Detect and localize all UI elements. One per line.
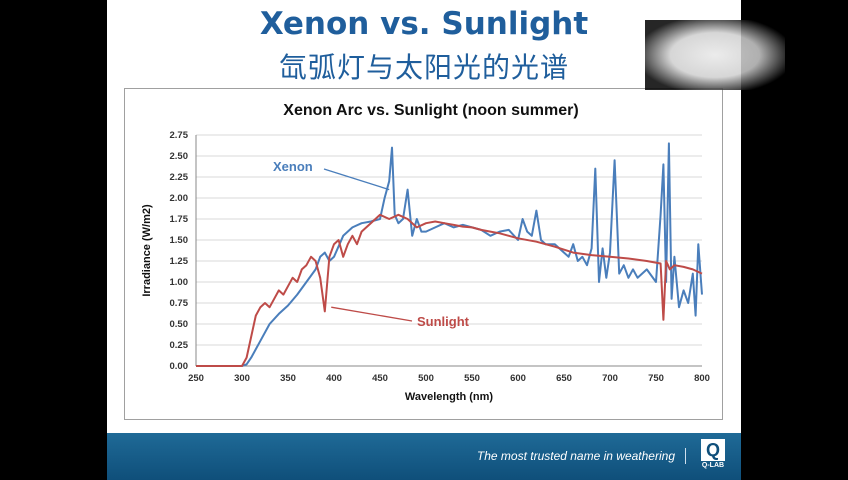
x-tick-label: 450 [372, 373, 388, 384]
y-tick-label: 0.50 [170, 319, 189, 330]
annotation-sunlight-leader [331, 306, 413, 322]
y-tick-label: 2.75 [170, 130, 189, 141]
y-tick-label: 1.25 [170, 256, 189, 267]
x-tick-label: 350 [280, 373, 296, 384]
qlab-logo: Q Q-LAB [699, 439, 727, 473]
x-tick-label: 750 [648, 373, 664, 384]
annotation-sunlight: Sunlight [417, 314, 470, 329]
y-tick-label: 0.00 [170, 361, 189, 372]
series-line-sunlight [196, 213, 703, 367]
y-axis-title: Irradiance (W/m2) [141, 204, 153, 297]
slide-title: Xenon vs. Sunlight [259, 6, 589, 42]
background-blur [645, 20, 785, 90]
x-tick-label: 300 [234, 373, 250, 384]
x-tick-label: 700 [602, 373, 618, 384]
logo-text: Q-LAB [701, 462, 725, 469]
x-tick-label: 400 [326, 373, 342, 384]
annotation-xenon-leader [323, 168, 390, 191]
y-tick-label: 2.00 [170, 193, 189, 204]
logo-letter: Q [701, 439, 725, 461]
line-chart: Xenon Arc vs. Sunlight (noon summer) 0.00… [141, 102, 710, 403]
x-tick-label: 250 [188, 373, 204, 384]
footer-bar: The most trusted name in weathering Q Q-… [107, 433, 741, 480]
annotation-xenon: Xenon [273, 159, 313, 174]
x-tick-label: 500 [418, 373, 434, 384]
y-tick-label: 2.25 [170, 172, 189, 183]
y-tick-label: 0.75 [170, 298, 189, 309]
slide: Xenon vs. Sunlight 氙弧灯与太阳光的光谱 Xenon Arc … [107, 0, 741, 480]
x-tick-label: 800 [694, 373, 710, 384]
slide-subtitle: 氙弧灯与太阳光的光谱 [278, 51, 569, 84]
y-tick-label: 2.50 [170, 151, 189, 162]
x-tick-label: 650 [556, 373, 572, 384]
x-tick-label: 600 [510, 373, 526, 384]
series-line-xenon [196, 142, 703, 367]
footer-divider [685, 448, 686, 464]
y-tick-label: 1.50 [170, 235, 189, 246]
y-tick-label: 0.25 [170, 340, 189, 351]
x-tick-label: 550 [464, 373, 480, 384]
x-axis-title: Wavelength (nm) [405, 391, 494, 403]
chart-frame: Xenon Arc vs. Sunlight (noon summer) 0.00… [124, 88, 723, 420]
footer-tagline: The most trusted name in weathering [476, 449, 675, 463]
y-tick-label: 1.75 [170, 214, 189, 225]
y-tick-label: 1.00 [170, 277, 189, 288]
chart-title: Xenon Arc vs. Sunlight (noon summer) [283, 102, 578, 119]
